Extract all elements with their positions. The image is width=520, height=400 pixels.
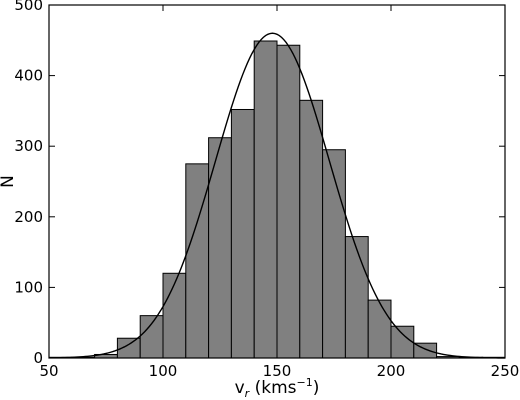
histogram-bar-6 (185, 163, 210, 359)
histogram-bar-13 (344, 236, 369, 359)
gaussian-fit-curve (48, 32, 506, 359)
y-axis-label: N (0, 175, 18, 188)
histogram-bars (48, 40, 506, 359)
y-tick-label: 500 (14, 0, 43, 14)
histogram-bar-11 (299, 99, 324, 359)
x-axis-label-unit-prefix: (kms (249, 378, 296, 398)
y-tick-label: 0 (33, 349, 43, 367)
histogram-bar-4 (139, 315, 164, 359)
x-axis-label: vr (kms−1) (235, 376, 320, 400)
x-tick-label: 200 (377, 362, 406, 380)
axis-ticks: 50 100 150 200 250 0 100 200 300 400 500 (14, 0, 519, 380)
histogram-bar-9 (253, 40, 278, 359)
x-tick-label: 250 (491, 362, 520, 380)
y-tick-label: 200 (14, 208, 43, 226)
x-tick-label: 50 (39, 362, 58, 380)
histogram-bar-8 (230, 108, 255, 359)
x-tick-label: 100 (149, 362, 178, 380)
histogram-bar-5 (162, 272, 187, 359)
y-tick-label: 100 (14, 278, 43, 296)
x-axis-label-base: v (235, 378, 245, 398)
histogram-bar-14 (367, 299, 392, 359)
histogram-bar-12 (322, 149, 346, 359)
y-tick-label: 400 (14, 67, 43, 85)
histogram-bar-10 (276, 44, 301, 359)
histogram-bar-15 (390, 325, 415, 359)
x-axis-label-unit-suffix: ) (313, 378, 320, 398)
x-tick-label: 150 (263, 362, 292, 380)
y-tick-label: 300 (14, 137, 43, 155)
x-axis-label-unit-exponent: −1 (297, 376, 313, 389)
x-axis-label-subscript: r (245, 387, 251, 400)
